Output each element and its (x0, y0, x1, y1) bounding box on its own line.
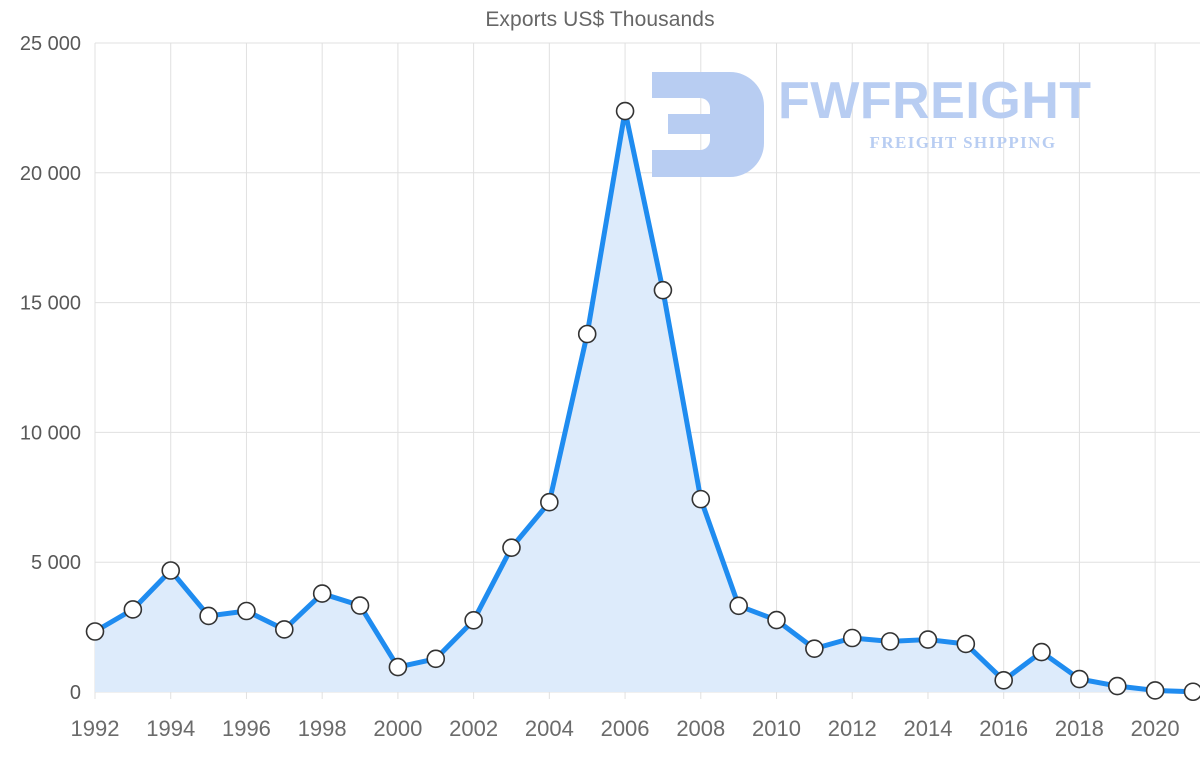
data-point-marker[interactable] (767, 610, 786, 630)
data-point-marker[interactable] (880, 632, 900, 651)
x-tick-label: 2010 (752, 716, 801, 741)
data-point-marker[interactable] (540, 492, 559, 512)
data-point-marker[interactable] (918, 630, 938, 649)
data-point-marker[interactable] (199, 606, 218, 626)
data-point-marker[interactable] (1107, 676, 1127, 696)
y-tick-label: 20 000 (20, 163, 81, 185)
x-tick-label: 2006 (601, 716, 650, 741)
y-tick-label: 15 000 (20, 293, 81, 315)
x-tick-label: 2014 (903, 716, 952, 741)
data-point-marker[interactable] (615, 101, 635, 121)
y-tick-label: 25 000 (20, 33, 81, 55)
data-point-marker[interactable] (275, 620, 294, 639)
data-point-marker[interactable] (956, 634, 976, 654)
data-point-marker[interactable] (691, 489, 711, 509)
data-point-marker[interactable] (1145, 681, 1165, 700)
data-point-marker[interactable] (502, 538, 521, 557)
x-tick-label: 1992 (71, 716, 120, 741)
data-point-marker[interactable] (1070, 669, 1089, 689)
x-tick-label: 1996 (222, 716, 271, 741)
data-point-marker[interactable] (842, 628, 862, 648)
data-point-marker[interactable] (653, 280, 673, 300)
data-point-marker[interactable] (1032, 642, 1051, 662)
data-point-marker[interactable] (161, 561, 181, 580)
data-point-marker[interactable] (577, 324, 597, 344)
x-tick-label: 2000 (373, 716, 422, 741)
y-tick-label: 0 (70, 682, 81, 704)
x-tick-label: 2002 (449, 716, 498, 741)
data-point-marker[interactable] (464, 611, 483, 630)
y-axis-tick-labels: 0 5 000 10 000 15 000 20 000 25 000 (20, 33, 81, 704)
x-tick-label: 1994 (146, 716, 195, 741)
x-tick-label: 2020 (1131, 716, 1180, 741)
x-tick-label: 2012 (828, 716, 877, 741)
y-tick-label: 5 000 (31, 552, 81, 574)
x-tick-label: 2004 (525, 716, 574, 741)
x-axis-tick-labels: 1992 1994 1996 1998 2000 2002 2004 2006 2008 2010… (71, 716, 1180, 741)
data-point-marker[interactable] (312, 584, 332, 603)
data-point-marker[interactable] (805, 639, 824, 658)
data-point-marker[interactable] (1183, 682, 1200, 702)
x-tick-label: 2018 (1055, 716, 1104, 741)
data-point-marker[interactable] (123, 600, 143, 619)
y-tick-label: 10 000 (20, 422, 81, 444)
x-tick-label: 2008 (676, 716, 725, 741)
area-fill (95, 111, 1193, 692)
data-point-marker[interactable] (388, 657, 408, 677)
data-point-marker[interactable] (729, 596, 748, 616)
data-point-marker[interactable] (426, 649, 446, 669)
data-markers[interactable] (85, 101, 1200, 702)
data-point-marker[interactable] (350, 596, 370, 615)
data-point-marker[interactable] (994, 671, 1013, 690)
chart-title: Exports US$ Thousands (485, 8, 715, 31)
data-point-marker[interactable] (85, 622, 105, 641)
x-tick-label: 2016 (979, 716, 1028, 741)
data-point-marker[interactable] (237, 601, 256, 621)
x-tick-label: 1998 (298, 716, 347, 741)
area-fill-path (95, 111, 1193, 692)
